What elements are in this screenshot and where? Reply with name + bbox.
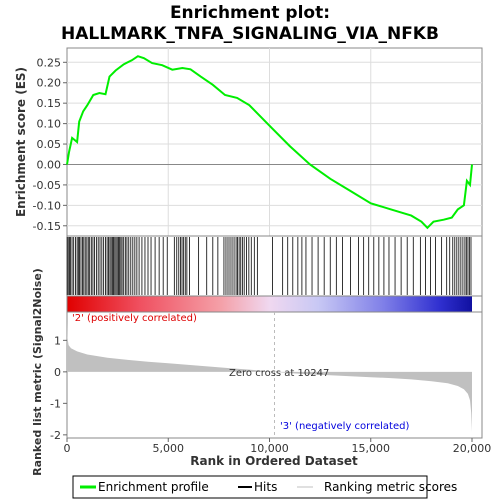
es-y-tick-label: 0.25 [37, 56, 62, 69]
hits-area [66, 235, 483, 297]
x-tick-label: 0 [64, 442, 71, 455]
x-ticks: 0 5,000 10,000 15,000 20,000 [64, 438, 492, 455]
hit-lines [66, 237, 472, 295]
es-y-tick-label: 0.00 [37, 158, 62, 171]
metric-y-tick-label: -1 [50, 397, 61, 410]
hits-panel [66, 235, 483, 313]
legend-label-profile: Enrichment profile [98, 480, 209, 494]
es-y-tick-label: 0.20 [37, 77, 62, 90]
metric-panel: -2 -1 0 1 0 5,000 10,000 15,000 20,000 '2' (pos… [31, 268, 491, 476]
zero-cross-label: Zero cross at 10247 [229, 368, 329, 379]
es-y-tick-label: -0.10 [33, 199, 61, 212]
legend-label-hits: Hits [254, 480, 277, 494]
neg-corr-label: '3' (negatively correlated) [280, 421, 409, 432]
legend: Enrichment profile Hits Ranking metric s… [72, 475, 457, 499]
metric-y-tick-label: 1 [54, 334, 61, 347]
chart-title-line2: HALLMARK_TNFA_SIGNALING_VIA_NFKB [61, 24, 439, 44]
x-tick-label: 5,000 [153, 442, 185, 455]
metric-y-tick-label: -2 [50, 429, 61, 442]
x-tick-label: 20,000 [453, 442, 492, 455]
es-y-ticks: -0.15 -0.10 -0.05 0.00 0.05 0.10 0.15 0.20 0.25 [33, 56, 67, 233]
pos-corr-label: '2' (positively correlated) [72, 313, 197, 324]
es-grid [67, 48, 482, 236]
legend-label-metric: Ranking metric scores [324, 480, 457, 494]
es-line [66, 55, 473, 230]
es-y-tick-label: -0.05 [33, 179, 61, 192]
es-y-tick-label: 0.15 [37, 97, 62, 110]
rank-heatmap-bar [67, 296, 472, 312]
es-y-axis-label: Enrichment score (ES) [14, 67, 28, 217]
chart-title-line1: Enrichment plot: [170, 3, 330, 23]
metric-area [67, 321, 472, 432]
x-tick-label: 15,000 [352, 442, 391, 455]
es-plot-area [66, 47, 483, 237]
metric-y-tick-label: 0 [54, 366, 61, 379]
es-y-tick-label: 0.05 [37, 138, 62, 151]
es-y-tick-label: -0.15 [33, 220, 61, 233]
metric-y-axis-label: Ranked list metric (Signal2Noise) [31, 268, 44, 476]
x-axis-label: Rank in Ordered Dataset [190, 454, 358, 468]
x-tick-label: 10,000 [250, 442, 289, 455]
metric-y-ticks: -2 -1 0 1 [50, 334, 67, 442]
es-panel: -0.15-0.10-0.050.000.050.100.150.200.25 … [14, 47, 483, 237]
es-y-tick-label: 0.10 [37, 118, 62, 131]
